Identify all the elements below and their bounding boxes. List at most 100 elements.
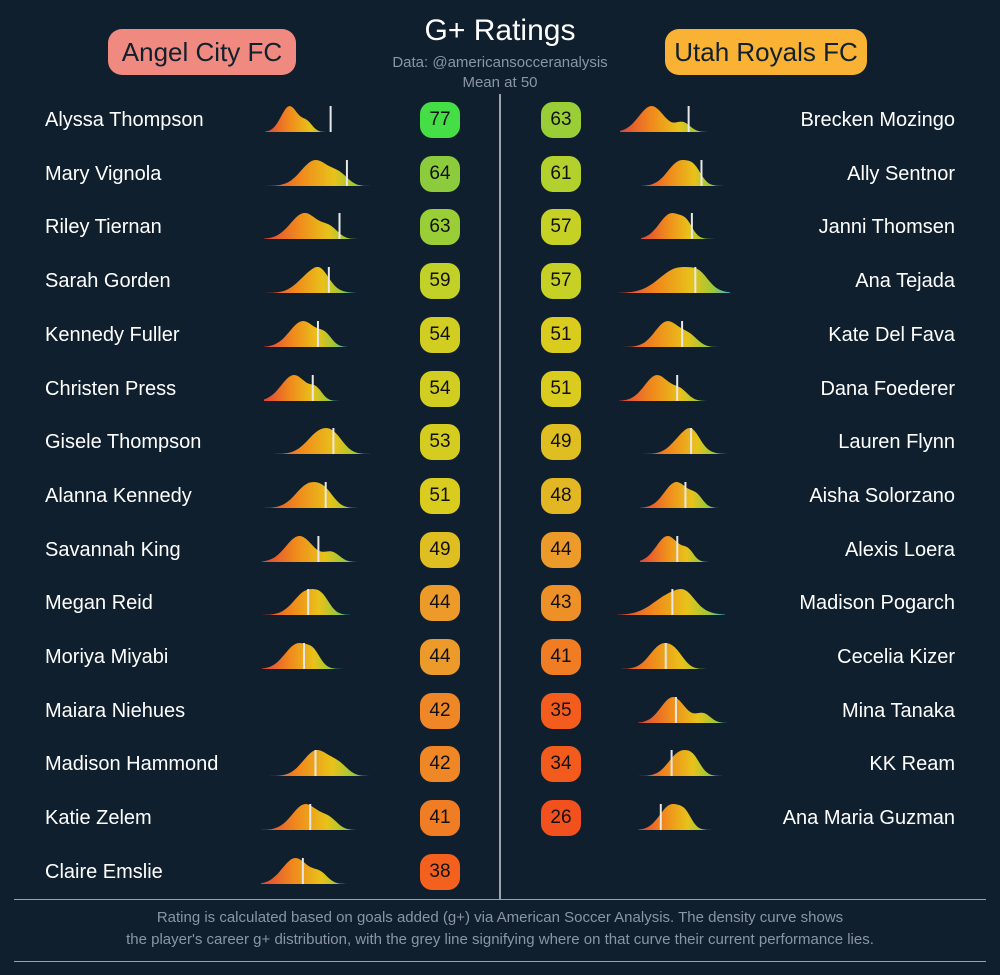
rating-badge: 77: [420, 102, 460, 138]
rating-badge: 38: [420, 853, 460, 890]
rating-badge: 51: [420, 477, 460, 514]
density-area: [617, 589, 725, 616]
player-name: Lauren Flynn: [838, 431, 955, 454]
player-name: Savannah King: [45, 538, 181, 561]
density-area: [263, 159, 371, 186]
density-area: [639, 481, 719, 508]
player-name: Dana Foederer: [820, 377, 955, 400]
density-curve: [638, 696, 730, 723]
density-area: [638, 696, 730, 723]
rating-badge: 41: [541, 639, 581, 675]
density-curve: [617, 589, 725, 616]
density-area: [262, 481, 366, 508]
density-area: [262, 643, 342, 669]
density-area: [638, 804, 714, 831]
density-area: [618, 374, 714, 401]
density-area: [262, 589, 350, 616]
density-curve: [263, 159, 371, 186]
density-curve: [262, 428, 374, 455]
player-name: Ana Tejada: [855, 270, 955, 293]
rating-badge: 63: [420, 209, 460, 246]
rating-badge: 61: [541, 155, 581, 192]
density-area: [263, 374, 339, 401]
density-curve: [639, 428, 727, 455]
data-source: Data: @americansocceranalysis: [392, 54, 608, 71]
mean-note: Mean at 50: [462, 74, 538, 91]
density-area: [263, 267, 355, 294]
footnote-line-2: the player's career g+ distribution, wit…: [126, 931, 874, 948]
density-area: [265, 106, 335, 132]
player-name: Kennedy Fuller: [45, 323, 180, 346]
density-curve: [262, 535, 358, 562]
density-area: [260, 857, 354, 884]
player-name: Riley Tiernan: [45, 216, 162, 239]
rating-badge: 51: [541, 370, 581, 407]
player-name: Sarah Gorden: [45, 270, 171, 293]
density-area: [618, 267, 730, 294]
player-name: Alyssa Thompson: [45, 109, 204, 131]
density-area: [639, 428, 727, 455]
rating-badge: 64: [420, 155, 460, 192]
player-name: Katie Zelem: [45, 807, 152, 830]
player-name: Mina Tanaka: [841, 699, 955, 722]
rating-badge: 59: [420, 263, 460, 300]
density-area: [641, 213, 715, 240]
player-name: Megan Reid: [45, 592, 153, 615]
density-curve: [260, 857, 354, 884]
player-name: Alexis Loera: [844, 538, 955, 561]
player-name: Moriya Miyabi: [45, 646, 169, 668]
density-curve: [262, 481, 366, 508]
rating-badge: 44: [541, 531, 581, 568]
density-curve: [260, 750, 370, 777]
density-area: [638, 750, 722, 777]
density-curve: [618, 267, 730, 294]
density-area: [639, 535, 711, 562]
density-curve: [618, 374, 714, 401]
density-curve: [260, 804, 362, 831]
player-name: Aisha Solorzano: [809, 484, 955, 507]
team-label-utah-royals: Utah Royals FC: [665, 29, 867, 75]
density-curve: [639, 535, 711, 562]
player-name: Alanna Kennedy: [45, 484, 192, 507]
density-area: [618, 320, 722, 347]
footnote-top-rule: [14, 899, 986, 900]
rating-badge: 35: [541, 692, 581, 729]
player-name: Claire Emslie: [45, 860, 163, 883]
density-curve: [641, 213, 715, 240]
density-area: [262, 428, 374, 455]
density-curve: [263, 267, 355, 294]
density-area: [260, 804, 362, 831]
player-name: Mary Vignola: [45, 162, 162, 185]
player-name: Gisele Thompson: [45, 431, 202, 454]
footnote-bottom-rule: [14, 961, 986, 962]
density-curve: [617, 643, 717, 669]
rating-badge: 49: [541, 424, 581, 461]
rating-badge: 44: [420, 585, 460, 622]
player-name: Madison Pogarch: [799, 592, 955, 615]
density-curve: [620, 106, 710, 132]
player-name: Brecken Mozingo: [800, 109, 955, 131]
footnote-line-1: Rating is calculated based on goals adde…: [156, 909, 844, 926]
density-area: [620, 106, 710, 132]
rating-badge: 44: [420, 639, 460, 675]
density-curve: [263, 320, 347, 347]
player-name: Christen Press: [45, 377, 177, 400]
rating-badge: 48: [541, 477, 581, 514]
density-curve: [262, 589, 350, 616]
rating-badge: 57: [541, 209, 581, 246]
density-curve: [638, 750, 722, 777]
rating-badge: 34: [541, 746, 581, 783]
player-name: Maiara Niehues: [45, 699, 186, 722]
rating-badge: 42: [420, 692, 460, 729]
density-area: [641, 159, 723, 186]
density-curve: [618, 320, 722, 347]
density-curve: [262, 643, 342, 669]
rating-badge: 53: [420, 424, 460, 461]
rating-badge: 57: [541, 263, 581, 300]
rating-badge: 41: [420, 800, 460, 837]
density-area: [263, 213, 363, 240]
player-name: Janni Thomsen: [818, 216, 955, 239]
center-divider: [499, 94, 501, 899]
density-curve: [638, 804, 714, 831]
density-area: [262, 535, 358, 562]
